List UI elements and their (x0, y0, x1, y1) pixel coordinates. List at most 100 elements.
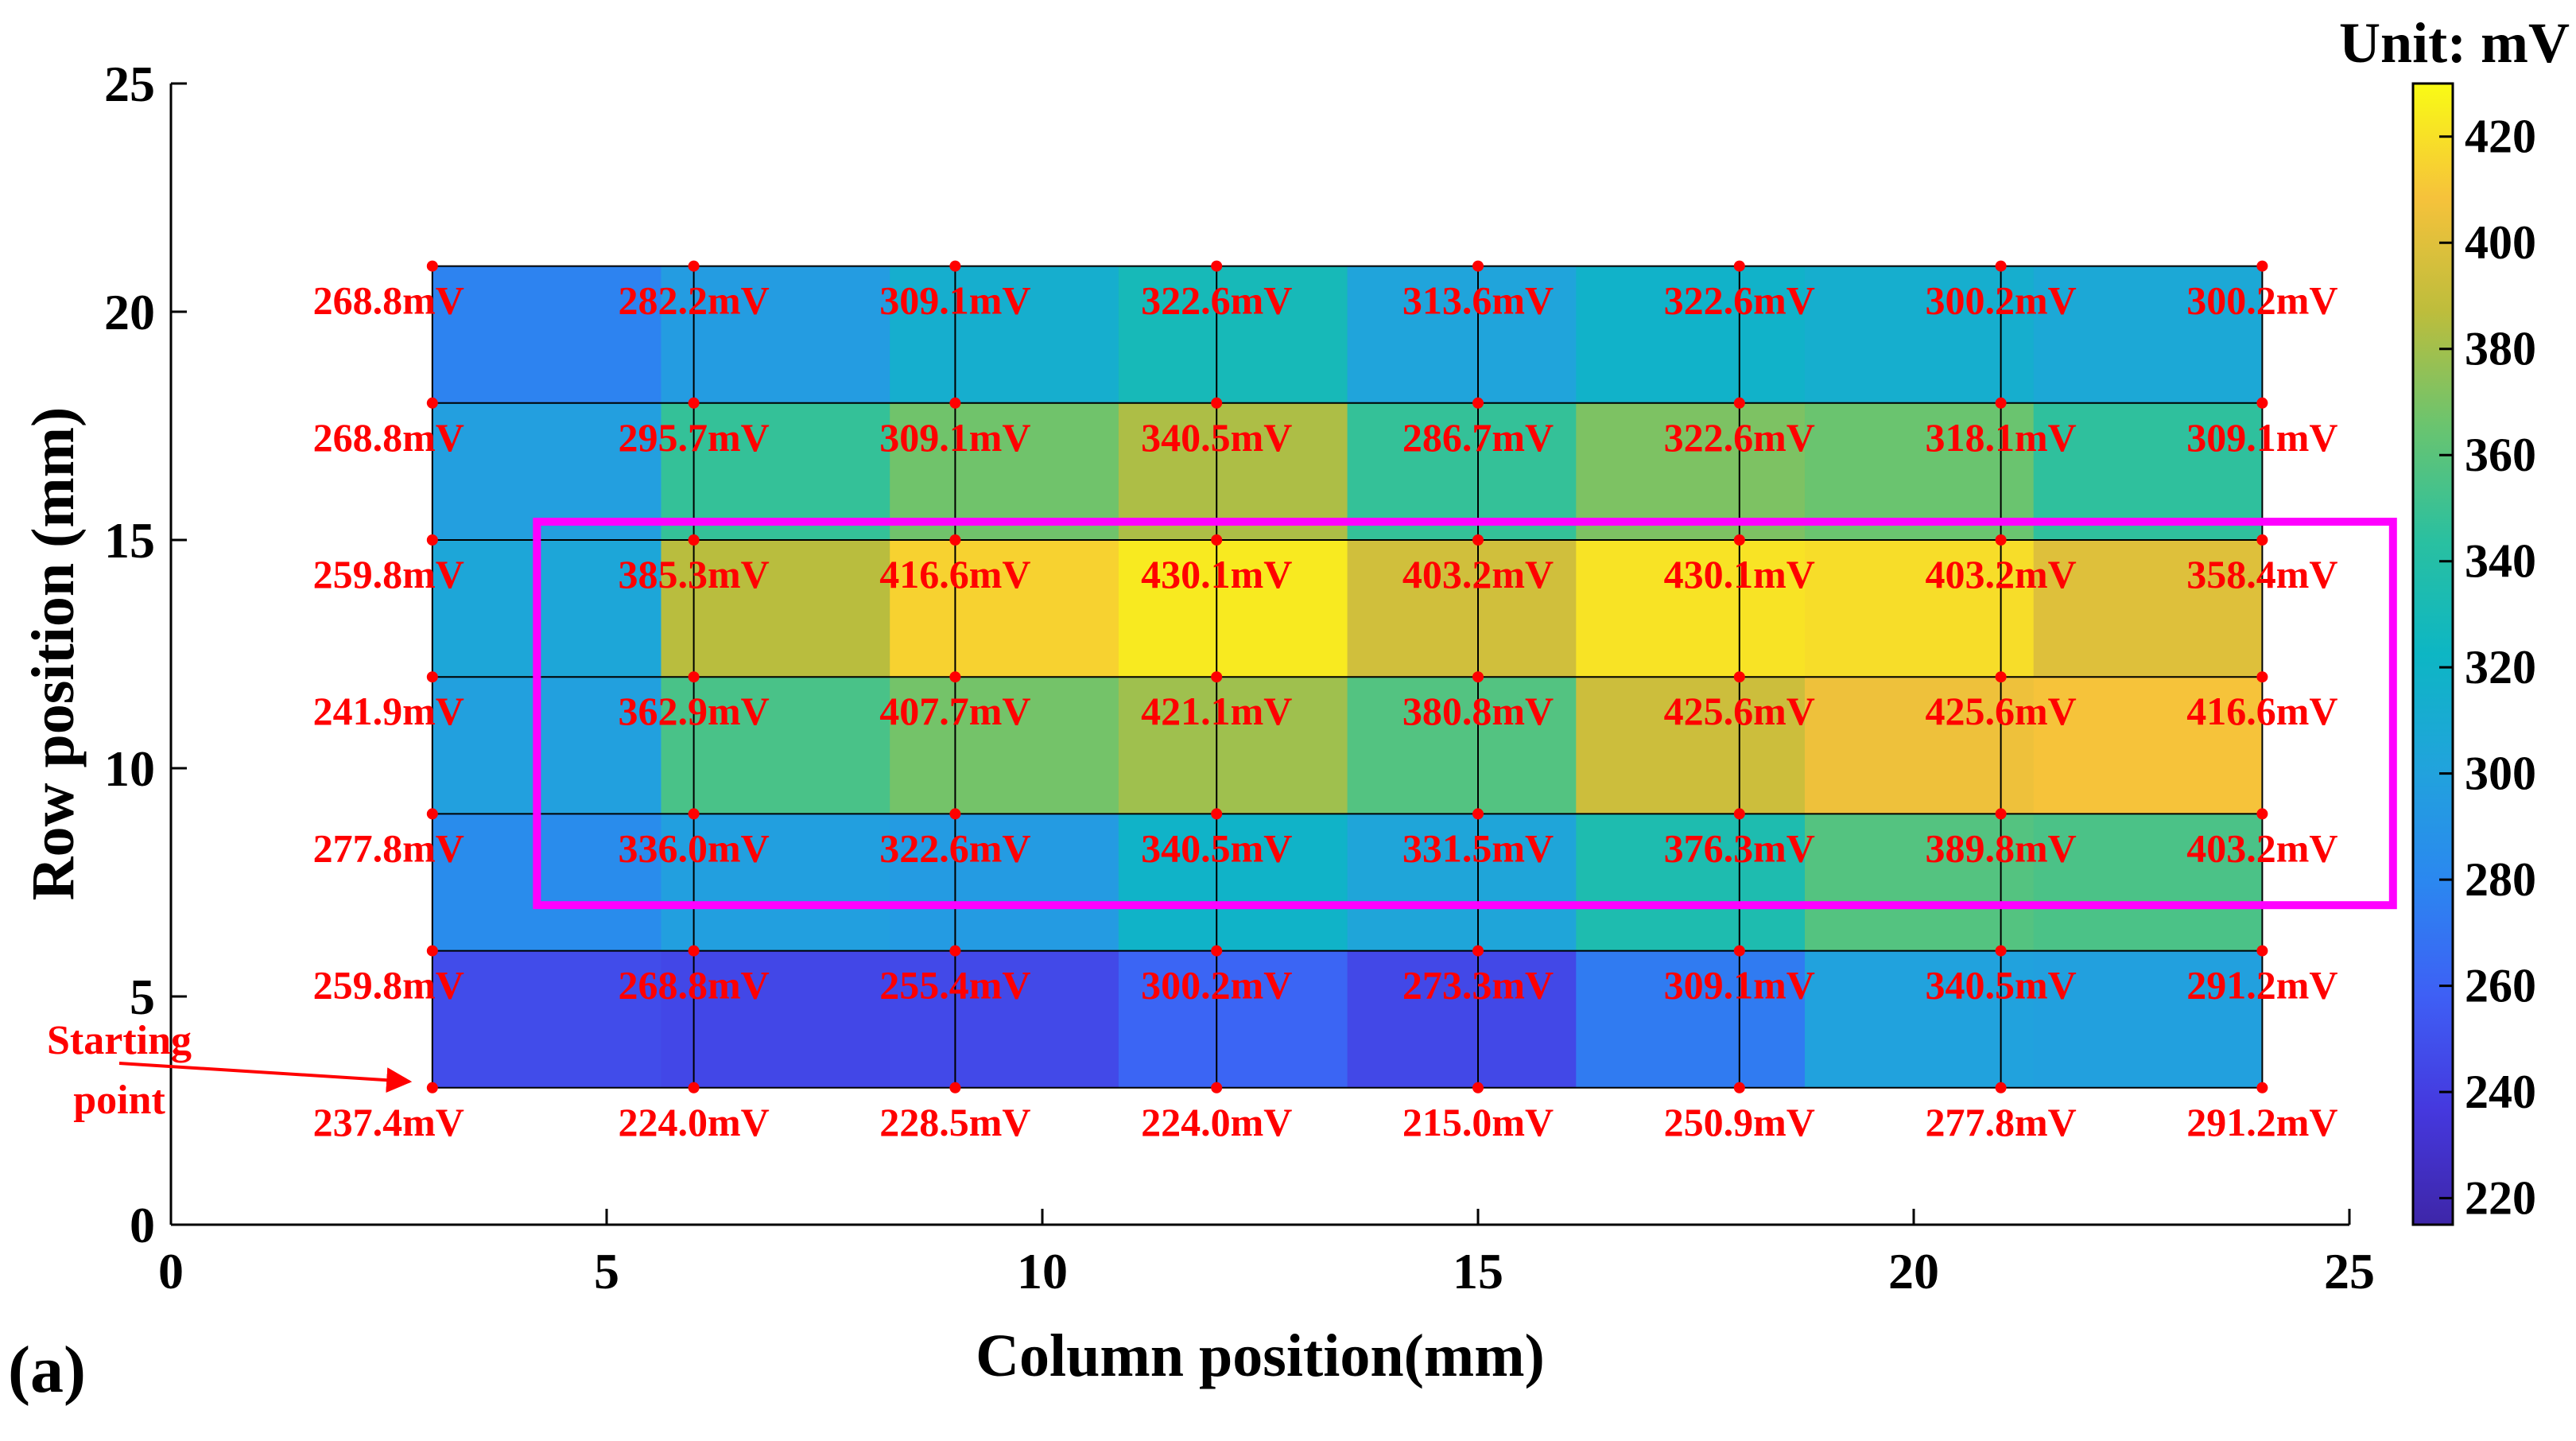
value-label: 358.4mV (2186, 552, 2337, 596)
colorbar-tick-label: 260 (2465, 960, 2536, 1012)
measurement-point (1472, 808, 1484, 820)
measurement-point (1995, 808, 2007, 820)
measurement-point (1995, 534, 2007, 546)
value-label: 309.1mV (2186, 415, 2337, 460)
measurement-point (949, 397, 961, 409)
value-label: 215.0mV (1402, 1100, 1554, 1144)
colorbar-tick-label: 420 (2465, 111, 2536, 163)
measurement-point (1733, 671, 1745, 683)
measurement-point (1472, 945, 1484, 957)
measurement-point (1995, 397, 2007, 409)
heatmap-cell (1805, 540, 2035, 678)
y-tick-label: 10 (104, 740, 155, 797)
heatmap-cell (1118, 402, 1348, 541)
measurement-point (1995, 1082, 2007, 1093)
heatmap-cell (1347, 266, 1577, 404)
value-label: 250.9mV (1664, 1100, 1815, 1144)
heatmap-cell (1118, 677, 1348, 814)
heatmap-cell (432, 677, 661, 814)
value-label: 318.1mV (1925, 415, 2076, 460)
value-label: 277.8mV (313, 825, 464, 870)
value-label: 385.3mV (618, 552, 769, 596)
measurement-point (1211, 671, 1223, 683)
value-label: 313.6mV (1402, 278, 1554, 323)
measurement-point (1211, 260, 1223, 272)
y-axis-ticks: 0 5 10 15 20 25 (104, 56, 187, 1253)
heatmap-cell (2033, 402, 2263, 541)
value-label: 273.3mV (1402, 963, 1554, 1008)
value-label: 362.9mV (618, 689, 769, 733)
measurement-point (426, 945, 438, 957)
measurement-point (1211, 534, 1223, 546)
value-label: 268.8mV (313, 278, 464, 323)
heatmap-cell (1347, 950, 1577, 1089)
value-label: 300.2mV (2186, 278, 2337, 323)
heatmap-cell (1118, 540, 1348, 678)
heatmap-cell (432, 950, 661, 1089)
measurement-point (1472, 397, 1484, 409)
value-label: 295.7mV (618, 415, 769, 460)
heatmap-cell (1805, 266, 2035, 404)
measurement-point (1472, 534, 1484, 546)
value-label: 403.2mV (2186, 825, 2337, 870)
value-label: 322.6mV (1664, 415, 1815, 460)
heatmap-cell (1347, 677, 1577, 814)
value-label: 259.8mV (313, 552, 464, 596)
value-label: 241.9mV (313, 689, 464, 733)
value-label: 425.6mV (1664, 689, 1815, 733)
measurement-point (688, 260, 700, 272)
value-label: 268.8mV (313, 415, 464, 460)
heatmap-cell (1118, 950, 1348, 1089)
heatmap-cell (2033, 950, 2263, 1089)
colorbar-tick-label: 360 (2465, 429, 2536, 481)
heatmap-cell (1576, 677, 1806, 814)
colorbar-tick-label: 220 (2465, 1172, 2536, 1225)
heatmap-cell (890, 402, 1119, 541)
heatmap-cell (890, 950, 1119, 1089)
heatmap-cell (1576, 402, 1806, 541)
value-label: 340.5mV (1141, 825, 1292, 870)
measurement-point (426, 534, 438, 546)
measurement-point (1995, 260, 2007, 272)
measurement-point (1733, 1082, 1745, 1093)
value-label: 268.8mV (618, 963, 769, 1008)
value-label: 277.8mV (1925, 1100, 2076, 1144)
heatmap-cell (1805, 814, 2035, 952)
value-labels: 268.8mV 282.2mV 309.1mV 322.6mV 313.6mV 322.6… (313, 278, 2338, 1144)
measurement-point (688, 671, 700, 683)
value-label: 300.2mV (1925, 278, 2076, 323)
value-label: 286.7mV (1402, 415, 1554, 460)
heatmap-cell (661, 814, 890, 952)
measurement-point (1211, 1082, 1223, 1093)
heatmap-cell (432, 266, 661, 404)
value-label: 322.6mV (1141, 278, 1292, 323)
heatmap-cell (661, 677, 890, 814)
value-label: 389.8mV (1925, 825, 2076, 870)
y-tick-label: 5 (130, 969, 155, 1025)
heatmap-cell (661, 402, 890, 541)
colorbar-tick-label: 280 (2465, 853, 2536, 906)
heatmap-cell (661, 950, 890, 1089)
value-label: 237.4mV (313, 1100, 464, 1144)
measurement-point (1211, 397, 1223, 409)
colorbar-unit-label: Unit: mV (2339, 11, 2570, 75)
y-tick-label: 15 (104, 512, 155, 569)
measurement-point (1472, 671, 1484, 683)
heatmap-cell (890, 266, 1119, 404)
measurement-points (426, 260, 2268, 1093)
starting-point-label-line1: Starting (47, 1018, 192, 1063)
value-label: 228.5mV (879, 1100, 1030, 1144)
heatmap-cell (661, 540, 890, 678)
measurement-point (2256, 534, 2268, 546)
value-label: 340.5mV (1925, 963, 2076, 1008)
y-tick-label: 25 (104, 56, 155, 112)
measurement-point (688, 945, 700, 957)
heatmap-cells (432, 266, 2263, 1089)
measurement-point (1733, 945, 1745, 957)
measurement-point (1472, 1082, 1484, 1093)
heatmap-cell (1347, 402, 1577, 541)
measurement-point (2256, 671, 2268, 683)
value-label: 291.2mV (2186, 963, 2337, 1008)
value-label: 336.0mV (618, 825, 769, 870)
value-label: 416.6mV (2186, 689, 2337, 733)
